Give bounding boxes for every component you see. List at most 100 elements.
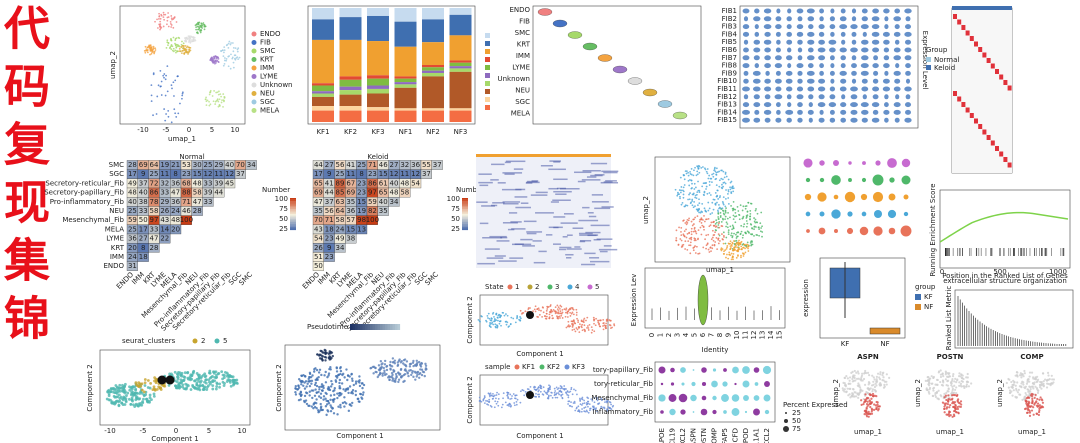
point — [703, 220, 706, 223]
point — [493, 406, 496, 409]
point — [873, 378, 876, 381]
point — [712, 172, 715, 175]
legend-label: 2 — [535, 283, 539, 291]
point — [845, 391, 848, 394]
cell-label: 47 — [171, 189, 180, 197]
heat-cell — [957, 96, 962, 102]
heat-cell — [478, 181, 493, 184]
heat-cell — [559, 188, 580, 190]
point — [1028, 375, 1031, 378]
point — [343, 376, 346, 379]
colorbar — [462, 218, 468, 221]
point — [718, 240, 721, 242]
point — [718, 207, 720, 210]
point — [412, 364, 415, 368]
point — [497, 404, 500, 407]
x-tick-label: 14 — [767, 330, 775, 339]
point — [712, 208, 715, 211]
point — [390, 375, 393, 378]
point — [687, 240, 690, 243]
heat-cell — [579, 234, 599, 236]
point — [222, 93, 225, 95]
point — [698, 252, 701, 255]
point — [185, 386, 189, 389]
point — [688, 244, 690, 247]
point — [506, 391, 509, 394]
point — [724, 215, 727, 218]
cell-label: 33 — [204, 179, 213, 187]
point — [176, 44, 179, 46]
point — [1026, 403, 1029, 406]
point — [749, 218, 751, 221]
point — [554, 390, 557, 392]
heat-cell — [553, 178, 568, 181]
point — [379, 372, 382, 375]
point — [554, 393, 556, 396]
point — [503, 314, 506, 317]
point — [170, 121, 173, 124]
cell-label: 38 — [346, 235, 355, 243]
point — [703, 228, 705, 231]
colorbar — [395, 324, 398, 330]
point — [383, 369, 386, 372]
point — [758, 228, 761, 230]
point — [214, 387, 218, 391]
panel-title: COMP — [1020, 353, 1043, 361]
violin — [742, 117, 750, 123]
row-label: SMC — [515, 29, 530, 37]
point — [509, 323, 512, 326]
point — [588, 323, 591, 326]
point — [199, 29, 201, 32]
point — [713, 220, 715, 223]
violin — [764, 117, 771, 123]
point — [377, 364, 381, 367]
point — [544, 315, 547, 318]
point — [502, 311, 505, 314]
point — [300, 383, 303, 386]
point — [1008, 378, 1011, 381]
point — [603, 398, 606, 401]
bar-segment — [449, 71, 472, 109]
point — [354, 393, 358, 397]
point — [967, 385, 971, 388]
point — [175, 116, 178, 118]
axis-label: umap_2 — [109, 51, 117, 79]
point — [299, 394, 303, 397]
point — [581, 408, 583, 410]
point — [867, 381, 871, 384]
point — [415, 362, 418, 366]
violin — [884, 94, 889, 100]
point — [716, 189, 719, 192]
point — [222, 64, 225, 67]
violin — [752, 78, 761, 84]
violin — [764, 86, 772, 92]
violin — [894, 39, 900, 45]
colorbar — [462, 202, 468, 205]
bar-segment — [449, 108, 472, 111]
point — [684, 170, 687, 172]
point — [197, 23, 200, 26]
violin — [861, 55, 869, 61]
point — [496, 400, 499, 403]
point — [740, 256, 742, 259]
point — [322, 386, 325, 390]
point — [579, 400, 582, 402]
point — [735, 239, 738, 242]
point — [548, 317, 551, 320]
colorbar — [462, 210, 468, 213]
point — [882, 386, 886, 389]
violin — [872, 109, 879, 115]
violin — [797, 39, 803, 45]
point — [383, 373, 387, 377]
colorbar — [462, 198, 468, 200]
point — [235, 378, 239, 382]
point — [565, 391, 567, 394]
point — [223, 59, 226, 62]
cell-label: 40 — [390, 179, 399, 187]
point — [172, 36, 175, 39]
point — [927, 390, 930, 394]
point — [225, 371, 229, 375]
heat-cell — [501, 188, 522, 191]
point — [952, 393, 955, 397]
point — [518, 318, 521, 321]
